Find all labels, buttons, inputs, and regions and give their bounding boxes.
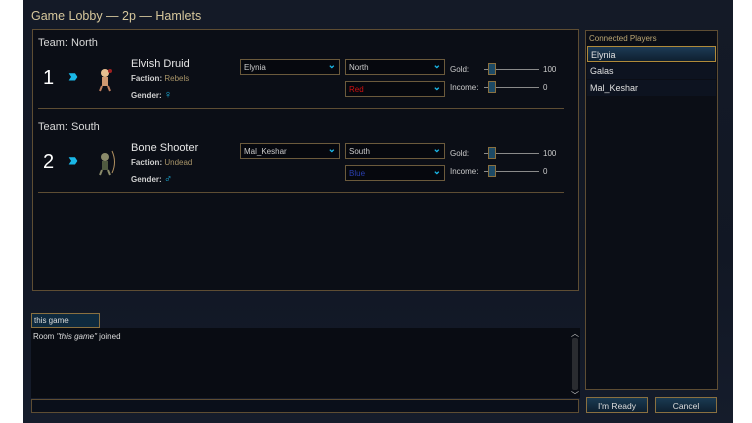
scroll-up-icon[interactable]: ︿ <box>571 329 579 338</box>
chevron-down-icon: ⌄ <box>432 144 441 155</box>
dropdown-value: Blue <box>349 169 366 178</box>
unit-sprite-icon <box>99 150 115 176</box>
gold-slider-track[interactable] <box>484 69 539 70</box>
color-dropdown[interactable]: Blue ⌄ <box>345 165 445 181</box>
team-dropdown[interactable]: North ⌄ <box>345 59 445 75</box>
connected-players-panel: Connected Players Elynia Galas Mal_Kesha… <box>585 30 718 390</box>
unit-sprite-icon <box>99 69 112 92</box>
ready-button[interactable]: I'm Ready <box>586 397 648 413</box>
dropdown-value: North <box>349 63 369 72</box>
chevron-down-icon: ⌄ <box>327 144 336 155</box>
income-slider-track[interactable] <box>484 171 539 172</box>
gold-label: Gold: <box>450 65 470 74</box>
gold-label: Gold: <box>450 149 470 158</box>
chat-room-tab[interactable]: this game <box>31 313 100 328</box>
chevron-right-icon[interactable]: ››› <box>68 150 78 170</box>
cancel-button[interactable]: Cancel <box>655 397 717 413</box>
chevron-down-icon: ⌄ <box>432 82 441 93</box>
income-slider-thumb[interactable] <box>488 165 496 177</box>
chat-scrollbar[interactable]: ︿ ﹀ <box>570 328 580 400</box>
side-number: 1 <box>43 67 55 89</box>
faction-label: Faction: <box>131 158 163 167</box>
gold-slider-thumb[interactable] <box>488 147 496 159</box>
chat-log: Room "this game" joined <box>31 328 580 398</box>
game-lobby-window: Game Lobby — 2p — Hamlets Team: North 1 … <box>23 0 733 423</box>
chevron-right-icon[interactable]: ››› <box>68 66 78 86</box>
dropdown-value: South <box>349 147 370 156</box>
chevron-down-icon: ⌄ <box>432 166 441 177</box>
scroll-thumb[interactable] <box>572 338 578 390</box>
player-dropdown[interactable]: Mal_Keshar ⌄ <box>240 143 340 159</box>
player-item[interactable]: Galas <box>587 63 716 79</box>
gold-value: 100 <box>543 149 557 158</box>
player-dropdown[interactable]: Elynia ⌄ <box>240 59 340 75</box>
team-label: Team: North <box>38 37 98 49</box>
dropdown-value: Red <box>349 85 364 94</box>
income-slider-thumb[interactable] <box>488 81 496 93</box>
unit-name: Elvish Druid <box>131 58 190 70</box>
gender-row: Gender: ♀ <box>131 89 172 101</box>
gender-icon: ♂ <box>163 173 173 185</box>
faction-label: Faction: <box>131 74 163 83</box>
dropdown-value: Elynia <box>244 63 266 72</box>
player-item[interactable]: Elynia <box>587 46 716 62</box>
divider <box>38 192 564 193</box>
log-room: "this game" <box>56 332 97 341</box>
income-value: 0 <box>543 83 548 92</box>
gender-icon: ♀ <box>163 89 173 101</box>
divider <box>38 108 564 109</box>
gender-label: Gender: <box>131 175 162 184</box>
income-label: Income: <box>450 83 479 92</box>
log-text: Room <box>33 332 57 341</box>
color-dropdown[interactable]: Red ⌄ <box>345 81 445 97</box>
player-item[interactable]: Mal_Keshar <box>587 80 716 96</box>
chevron-down-icon: ⌄ <box>327 60 336 71</box>
faction-value: Rebels <box>164 74 190 83</box>
faction-row: Faction: Undead <box>131 158 192 167</box>
chat-input[interactable] <box>31 399 579 413</box>
gender-label: Gender: <box>131 91 162 100</box>
dropdown-value: Mal_Keshar <box>244 147 287 156</box>
gold-value: 100 <box>543 65 557 74</box>
income-slider-track[interactable] <box>484 87 539 88</box>
faction-value: Undead <box>164 158 193 167</box>
window-title: Game Lobby — 2p — Hamlets <box>31 9 202 23</box>
players-header: Connected Players <box>589 34 657 43</box>
chevron-down-icon: ⌄ <box>432 60 441 71</box>
income-label: Income: <box>450 167 479 176</box>
gold-slider-thumb[interactable] <box>488 63 496 75</box>
faction-row: Faction: Rebels <box>131 74 189 83</box>
team-dropdown[interactable]: South ⌄ <box>345 143 445 159</box>
scroll-down-icon[interactable]: ﹀ <box>571 391 579 400</box>
unit-name: Bone Shooter <box>131 142 199 154</box>
side-number: 2 <box>43 151 55 173</box>
gender-row: Gender: ♂ <box>131 173 172 185</box>
income-value: 0 <box>543 167 548 176</box>
log-text: joined <box>96 332 121 341</box>
team-label: Team: South <box>38 121 100 133</box>
gold-slider-track[interactable] <box>484 153 539 154</box>
